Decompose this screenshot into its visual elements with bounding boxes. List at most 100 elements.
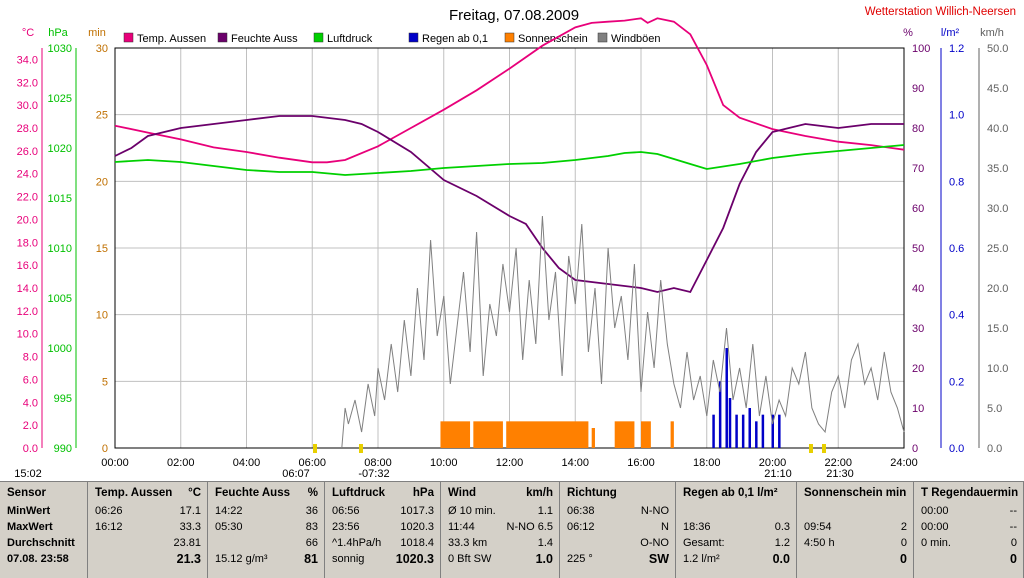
temp-tick-label: 30.0: [17, 100, 38, 112]
table-row: 33.3 km 1.4: [441, 536, 559, 550]
table-cell-value: N-NO 6.5: [506, 521, 553, 533]
marker-time-sunset: 21:10: [764, 468, 792, 480]
wind-tick-label: 30.0: [987, 203, 1008, 215]
humidity-tick-label: 100: [912, 43, 930, 55]
table-cell-label: 06:56: [332, 505, 360, 517]
table-cell-value: 1017.3: [400, 505, 434, 517]
rain-bar: [725, 348, 728, 448]
table-cell-value: N-NO: [640, 505, 669, 517]
wind-tick-label: 35.0: [987, 163, 1008, 175]
table-row: 15.12 g/m³ 81: [208, 552, 324, 566]
table-cell-value: 1020.3: [395, 552, 434, 566]
legend-label: Windböen: [611, 33, 661, 45]
rain-tick-label: 1.2: [949, 43, 964, 55]
humidity-tick-label: 90: [912, 83, 924, 95]
table-cell-label: 07.08. 23:58: [7, 553, 69, 565]
table-row: sonnig 1020.3: [325, 552, 440, 566]
table-header: Richtung: [560, 486, 675, 500]
unit-label-pressure: hPa: [48, 27, 68, 39]
table-cell-label: 33.3 km: [448, 537, 488, 549]
table-cell-value: 36: [305, 505, 318, 517]
table-column: Temp. Aussen °C 06:26 17.1 16:12 33.3 23.81 21.…: [88, 482, 208, 578]
x-tick-label: 14:00: [561, 457, 589, 469]
table-cell-value: O-NO: [640, 537, 669, 549]
temp-tick-label: 22.0: [17, 192, 38, 204]
sunshine-bar: [506, 421, 589, 448]
pressure-tick-label: 990: [54, 443, 72, 455]
legend-swatch: [504, 32, 515, 43]
table-row: O-NO: [560, 536, 675, 550]
x-tick-label: 04:00: [233, 457, 261, 469]
table-cell-value: 1020.3: [400, 521, 434, 533]
table-cell-label: ^1.4hPa/h: [332, 537, 382, 549]
table-row: 18:36 0.3: [676, 520, 796, 534]
humidity-tick-label: 0: [912, 443, 918, 455]
table-cell-label: 225 °: [567, 553, 593, 565]
table-row: 06:38 N-NO: [560, 504, 675, 518]
station-name: Wetterstation Willich-Neersen: [865, 6, 1016, 18]
table-header: Luftdruck hPa: [325, 486, 440, 500]
table-cell-value: 17.1: [179, 505, 201, 517]
table-cell-value: hPa: [412, 487, 434, 499]
time-marker: [809, 444, 813, 453]
table-cell-label: Temp. Aussen: [95, 487, 173, 499]
sun-tick-label: 25: [96, 110, 108, 122]
wind-tick-label: 10.0: [987, 363, 1008, 375]
table-row: 0: [914, 552, 1023, 566]
legend-label: Luftdruck: [327, 33, 373, 45]
table-header: T Regendauermin: [914, 486, 1023, 500]
x-tick-label: 10:00: [430, 457, 458, 469]
chart-title: Freitag, 07.08.2009: [449, 7, 579, 24]
pressure-tick-label: 1025: [48, 93, 72, 105]
legend-label: Feuchte Auss: [231, 33, 298, 45]
wind-tick-label: 0.0: [987, 443, 1002, 455]
x-tick-label: 16:00: [627, 457, 655, 469]
table-row: 23.81: [88, 536, 207, 550]
table-cell-label: 06:26: [95, 505, 123, 517]
table-row: 07.08. 23:58: [0, 552, 87, 566]
marker-time-sunset-min: 21:30: [826, 468, 854, 480]
rain-tick-label: 1.0: [949, 110, 964, 122]
table-cell-label: Durchschnitt: [7, 537, 75, 549]
table-cell-label: Sensor: [7, 487, 46, 499]
sun-tick-label: 15: [96, 243, 108, 255]
temp-tick-label: 8.0: [23, 352, 38, 364]
sunshine-bar: [591, 428, 595, 448]
temp-tick-label: 10.0: [17, 329, 38, 341]
unit-label-rain: l/m²: [941, 27, 960, 39]
rain-bar: [735, 414, 738, 448]
rain-tick-label: 0.6: [949, 243, 964, 255]
x-tick-label: 20:00: [759, 457, 787, 469]
pressure-tick-label: 1010: [48, 243, 72, 255]
statistics-table: Sensor MinWert MaxWert Durchschnitt 07.08. 2…: [0, 481, 1024, 578]
rain-bar: [761, 414, 765, 448]
table-cell-label: 00:00: [921, 505, 949, 517]
table-row: [676, 504, 796, 518]
table-row: 225 ° SW: [560, 552, 675, 566]
table-row: 0 Bft SW 1.0: [441, 552, 559, 566]
table-header: Temp. Aussen °C: [88, 486, 207, 500]
table-cell-label: Regen ab 0,1 l/m²: [683, 487, 778, 499]
sunshine-bar: [670, 421, 674, 448]
unit-label-wind: km/h: [980, 27, 1004, 39]
rain-tick-label: 0.2: [949, 376, 964, 388]
legend-label: Regen ab 0,1: [422, 33, 488, 45]
table-row: 1.2 l/m² 0.0: [676, 552, 796, 566]
table-cell-label: Richtung: [567, 487, 617, 499]
chart-legend: Temp. Aussen Feuchte Auss Luftdruck Regen a…: [123, 32, 661, 45]
table-cell-label: 11:44: [448, 521, 475, 533]
table-header: Regen ab 0,1 l/m²: [676, 486, 796, 500]
humidity-tick-label: 60: [912, 203, 924, 215]
table-cell-label: 09:54: [804, 521, 832, 533]
table-cell-label: 15.12 g/m³: [215, 553, 268, 565]
sunshine-bar: [641, 421, 651, 448]
table-cell-label: 0 min.: [921, 537, 951, 549]
wind-tick-label: 40.0: [987, 123, 1008, 135]
sunshine-bar: [440, 421, 471, 448]
table-row: 06:12 N: [560, 520, 675, 534]
table-column: Luftdruck hPa 06:56 1017.3 23:56 1020.3 ^1.4hP…: [325, 482, 441, 578]
legend-label: Temp. Aussen: [137, 33, 206, 45]
temp-tick-label: 32.0: [17, 77, 38, 89]
unit-label-temp: °C: [22, 27, 34, 39]
rain-bar: [771, 414, 774, 448]
